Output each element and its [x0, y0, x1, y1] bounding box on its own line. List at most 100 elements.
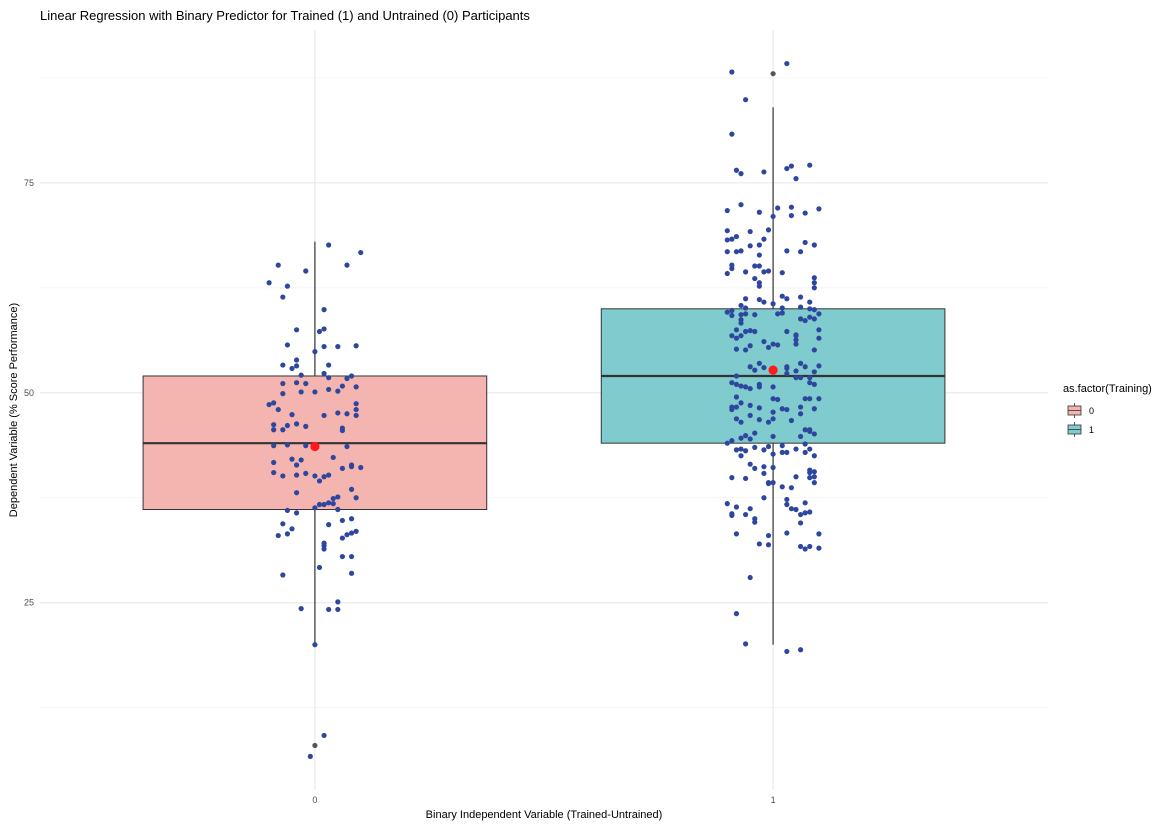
data-point: [811, 285, 817, 291]
data-point: [802, 210, 808, 216]
data-point: [733, 249, 740, 255]
data-point: [770, 384, 776, 390]
data-point: [765, 419, 772, 425]
data-point: [797, 294, 804, 300]
data-point: [733, 327, 740, 333]
data-point: [738, 248, 744, 254]
data-point: [271, 400, 277, 406]
data-point: [770, 480, 776, 486]
data-point: [724, 501, 730, 507]
data-point: [724, 228, 730, 234]
data-point: [770, 409, 776, 415]
data-point: [353, 495, 359, 501]
data-point: [797, 647, 804, 653]
y-tick-label: 50: [24, 388, 34, 398]
data-point: [802, 427, 808, 433]
data-point: [743, 384, 749, 390]
data-point: [348, 553, 355, 560]
data-point: [326, 362, 332, 368]
data-point: [756, 242, 762, 248]
data-point: [784, 165, 790, 172]
data-point: [339, 535, 345, 541]
data-point: [811, 347, 817, 353]
data-point: [743, 641, 749, 647]
data-point: [779, 406, 785, 412]
data-point: [807, 446, 813, 452]
data-point: [743, 347, 749, 353]
data-point: [271, 443, 277, 449]
data-point: [289, 526, 295, 532]
data-point: [321, 474, 327, 480]
data-point: [348, 516, 355, 522]
data-point: [802, 239, 808, 246]
data-point: [747, 506, 753, 512]
data-point: [293, 462, 300, 468]
data-point: [284, 422, 291, 429]
data-point: [733, 394, 740, 400]
data-point: [326, 386, 332, 393]
data-point: [761, 169, 767, 175]
data-point: [807, 509, 813, 515]
data-point: [784, 496, 790, 503]
data-point: [280, 473, 286, 479]
data-point: [335, 606, 341, 613]
data-point: [747, 385, 753, 392]
data-point: [784, 296, 790, 302]
data-point: [266, 401, 272, 408]
mean-point: [310, 441, 320, 452]
legend-key-1: [1066, 421, 1083, 438]
data-point: [353, 406, 359, 413]
data-point: [729, 312, 735, 319]
data-point: [770, 433, 776, 440]
data-point: [802, 500, 808, 506]
data-point: [275, 532, 281, 539]
data-point: [733, 335, 740, 341]
data-point: [724, 207, 730, 214]
data-point: [724, 270, 730, 277]
data-point: [756, 252, 762, 258]
data-point: [298, 606, 304, 612]
data-point: [738, 202, 744, 208]
data-point: [743, 296, 749, 302]
data-point: [353, 384, 359, 390]
data-point: [779, 270, 785, 276]
data-point: [733, 346, 740, 352]
data-point: [729, 333, 735, 339]
data-point: [770, 451, 776, 457]
data-point: [747, 461, 753, 467]
data-point: [284, 283, 291, 289]
data-point: [312, 473, 318, 479]
data-point: [348, 486, 355, 492]
data-point: [303, 443, 309, 449]
data-point: [743, 305, 749, 311]
data-point: [293, 380, 300, 386]
data-point: [275, 406, 281, 413]
data-point: [788, 506, 795, 512]
data-point: [797, 520, 804, 526]
data-point: [793, 474, 799, 480]
data-point: [738, 312, 744, 318]
data-point: [312, 505, 318, 511]
data-point: [344, 375, 350, 382]
data-point: [793, 446, 799, 452]
data-point: [326, 500, 332, 506]
data-point: [793, 506, 799, 513]
data-point: [280, 521, 286, 527]
mean-markers: [310, 365, 778, 452]
data-point: [752, 312, 758, 318]
data-point: [312, 389, 318, 395]
data-point: [761, 464, 767, 470]
data-point: [761, 236, 767, 242]
data-point: [816, 363, 822, 369]
data-point: [770, 396, 776, 402]
data-point: [353, 412, 359, 419]
data-point: [280, 572, 286, 578]
data-point: [811, 280, 817, 286]
data-point: [733, 233, 740, 240]
legend-label: 0: [1089, 406, 1094, 416]
mean-point: [768, 365, 778, 375]
data-point: [802, 317, 808, 324]
data-point: [344, 532, 350, 538]
data-point: [743, 448, 749, 454]
